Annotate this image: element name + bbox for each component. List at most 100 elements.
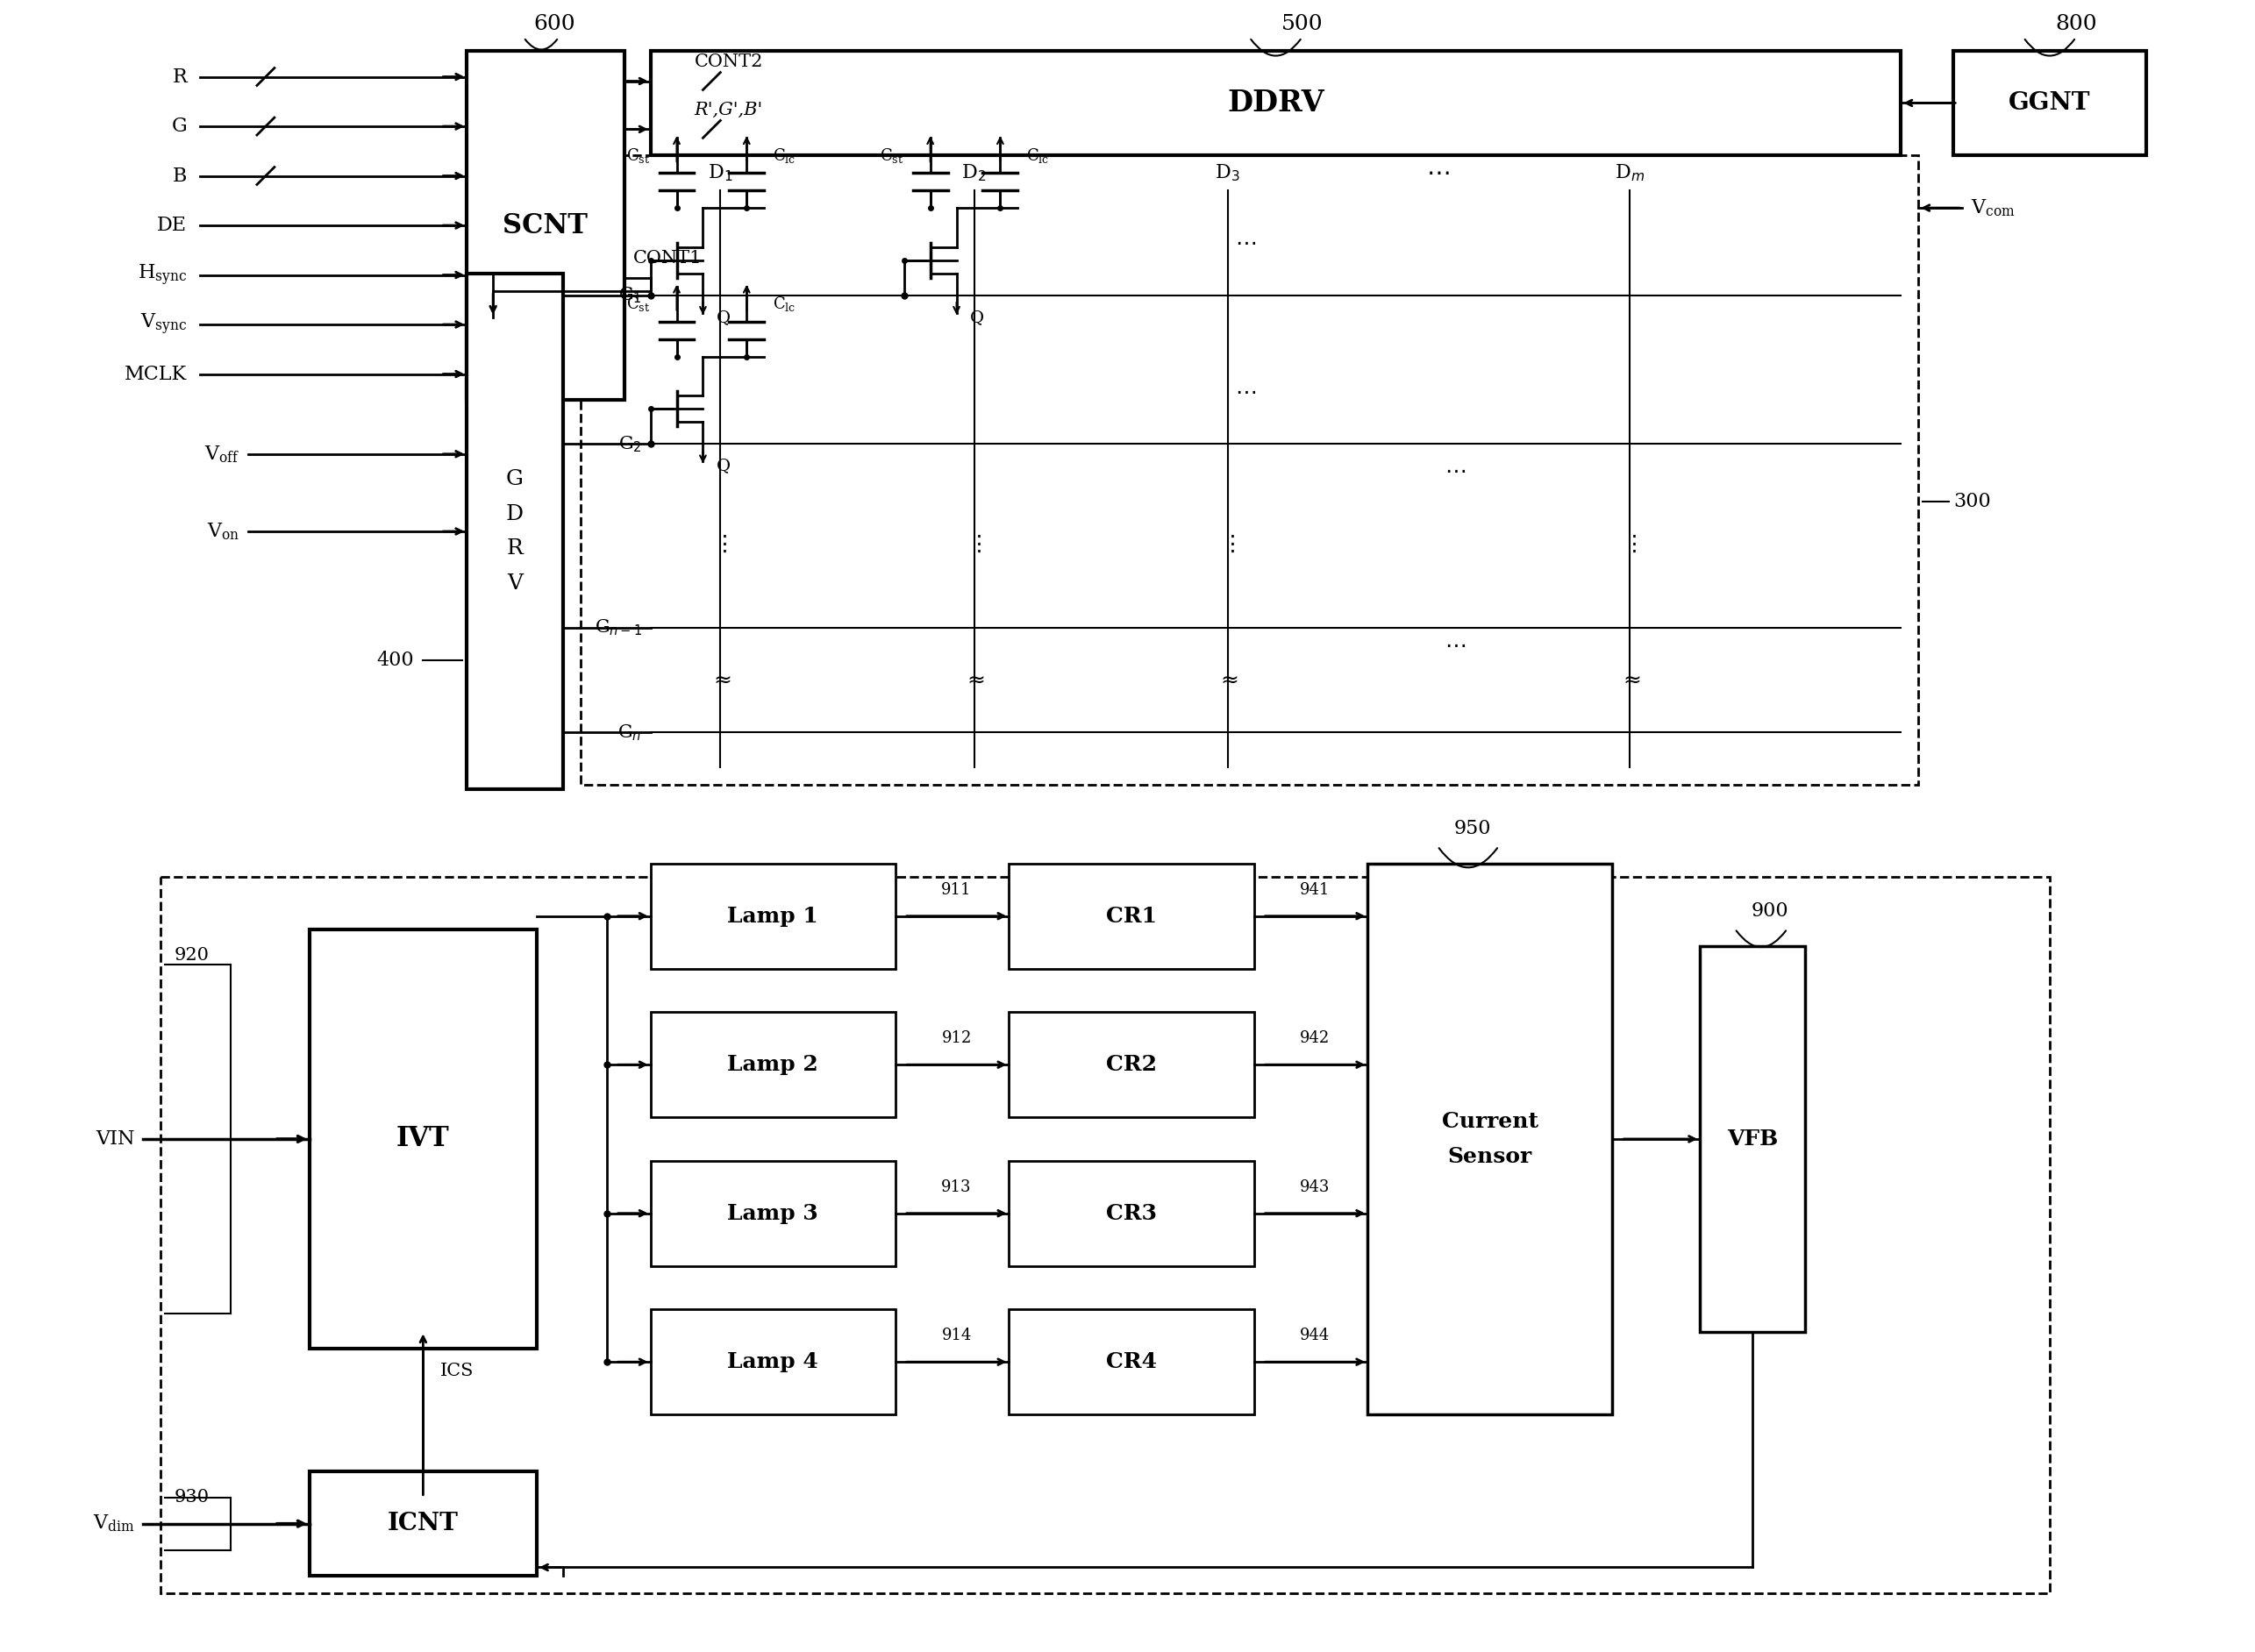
Text: 912: 912 [940, 1031, 972, 1046]
Bar [649, 1013, 895, 1117]
Text: 920: 920 [174, 947, 210, 963]
Text: D$_2$: D$_2$ [961, 162, 985, 183]
Text: 400: 400 [377, 651, 415, 671]
Text: Q: Q [970, 309, 983, 325]
Text: G$_n$: G$_n$ [618, 722, 643, 742]
Text: Current: Current [1441, 1112, 1538, 1132]
Bar [1008, 864, 1254, 968]
Text: G: G [171, 117, 187, 135]
Text: CR1: CR1 [1105, 905, 1157, 927]
Text: 500: 500 [1281, 15, 1324, 35]
Text: D$_1$: D$_1$ [708, 162, 733, 183]
Bar [649, 864, 895, 968]
Text: D: D [505, 504, 523, 524]
Text: $\vdots$: $\vdots$ [713, 534, 728, 555]
Text: Lamp 2: Lamp 2 [728, 1054, 819, 1075]
Text: Lamp 3: Lamp 3 [728, 1203, 819, 1224]
Text: C$_{\mathregular{lc}}$: C$_{\mathregular{lc}}$ [773, 147, 796, 165]
Bar [649, 1310, 895, 1414]
Text: C$_{\mathregular{st}}$: C$_{\mathregular{st}}$ [879, 147, 904, 165]
Text: 600: 600 [534, 15, 575, 35]
Text: $\cdots$: $\cdots$ [1445, 461, 1466, 481]
Text: V$_{\mathregular{sync}}$: V$_{\mathregular{sync}}$ [140, 312, 187, 337]
Bar [467, 274, 564, 790]
Text: V$_{\mathregular{off}}$: V$_{\mathregular{off}}$ [205, 444, 239, 464]
Text: ICS: ICS [440, 1363, 474, 1379]
Bar [309, 1472, 537, 1576]
Text: 913: 913 [940, 1180, 972, 1194]
Text: 800: 800 [2054, 15, 2097, 35]
Text: $\approx$: $\approx$ [1619, 671, 1642, 691]
Text: VFB: VFB [1727, 1128, 1777, 1150]
Text: G$_1$: G$_1$ [618, 286, 643, 306]
Text: V$_{\mathregular{on}}$: V$_{\mathregular{on}}$ [207, 520, 239, 542]
Bar [1953, 51, 2147, 155]
Text: G: G [505, 469, 523, 489]
Text: Lamp 4: Lamp 4 [728, 1351, 819, 1373]
Text: $\cdots$: $\cdots$ [1445, 634, 1466, 656]
Text: SCNT: SCNT [503, 211, 589, 240]
Text: $\vdots$: $\vdots$ [1624, 534, 1637, 555]
Text: C$_{\mathregular{st}}$: C$_{\mathregular{st}}$ [627, 147, 649, 165]
Text: G$_{n-1}$: G$_{n-1}$ [595, 618, 643, 638]
Text: 300: 300 [1953, 492, 1991, 510]
Text: R',G',B': R',G',B' [695, 102, 762, 119]
Text: DE: DE [158, 216, 187, 235]
Text: V$_{\mathregular{com}}$: V$_{\mathregular{com}}$ [1971, 198, 2016, 218]
Text: B: B [174, 167, 187, 185]
Text: $\vdots$: $\vdots$ [1220, 534, 1233, 555]
Text: $\vdots$: $\vdots$ [967, 534, 981, 555]
Text: G$_2$: G$_2$ [618, 434, 643, 454]
Text: V$_{\mathregular{dim}}$: V$_{\mathregular{dim}}$ [92, 1513, 135, 1535]
Bar [1367, 864, 1612, 1414]
Text: IVT: IVT [397, 1125, 449, 1153]
Text: D$_3$: D$_3$ [1215, 162, 1240, 183]
Text: CR4: CR4 [1105, 1351, 1157, 1373]
Text: VIN: VIN [95, 1130, 135, 1148]
Text: 944: 944 [1301, 1328, 1330, 1343]
Text: CR2: CR2 [1105, 1054, 1157, 1075]
Bar [580, 155, 1919, 785]
Text: C$_{\mathregular{lc}}$: C$_{\mathregular{lc}}$ [773, 294, 796, 314]
Bar [467, 51, 625, 400]
Bar [649, 51, 1901, 155]
Text: MCLK: MCLK [124, 365, 187, 383]
Bar [1008, 1013, 1254, 1117]
Text: Sensor: Sensor [1448, 1146, 1531, 1166]
Text: ICNT: ICNT [388, 1512, 458, 1535]
Text: V: V [507, 573, 523, 595]
Bar [649, 1161, 895, 1265]
Text: $\cdots$: $\cdots$ [1425, 162, 1450, 185]
Text: Q: Q [717, 458, 731, 474]
Text: 930: 930 [174, 1488, 210, 1505]
Text: R: R [171, 68, 187, 86]
Text: 941: 941 [1299, 882, 1330, 897]
Text: Lamp 1: Lamp 1 [728, 905, 819, 927]
Text: $\approx$: $\approx$ [1218, 671, 1238, 691]
Bar [160, 877, 2050, 1594]
Text: C$_{\mathregular{lc}}$: C$_{\mathregular{lc}}$ [1026, 147, 1049, 165]
Text: GGNT: GGNT [2009, 91, 2090, 116]
Text: $\cdots$: $\cdots$ [1233, 382, 1256, 401]
Text: C$_{\mathregular{st}}$: C$_{\mathregular{st}}$ [627, 294, 649, 314]
Text: 911: 911 [940, 882, 972, 897]
Bar [309, 928, 537, 1348]
Text: CONT1: CONT1 [634, 249, 701, 268]
Text: 942: 942 [1301, 1031, 1330, 1046]
Bar [1008, 1310, 1254, 1414]
Text: CONT2: CONT2 [695, 53, 762, 71]
Text: H$_{\mathregular{sync}}$: H$_{\mathregular{sync}}$ [138, 263, 187, 287]
Text: $\cdots$: $\cdots$ [1233, 233, 1256, 253]
Text: R: R [507, 539, 523, 558]
Text: Q: Q [717, 309, 731, 325]
Text: DDRV: DDRV [1227, 89, 1324, 117]
Text: D$_m$: D$_m$ [1615, 162, 1644, 183]
Text: $\approx$: $\approx$ [963, 671, 985, 691]
Text: 950: 950 [1454, 819, 1491, 838]
Bar [1008, 1161, 1254, 1265]
Bar [1700, 947, 1804, 1332]
Text: $\approx$: $\approx$ [710, 671, 731, 691]
Text: 914: 914 [940, 1328, 972, 1343]
Text: 943: 943 [1299, 1180, 1330, 1194]
Text: CR3: CR3 [1105, 1203, 1157, 1224]
